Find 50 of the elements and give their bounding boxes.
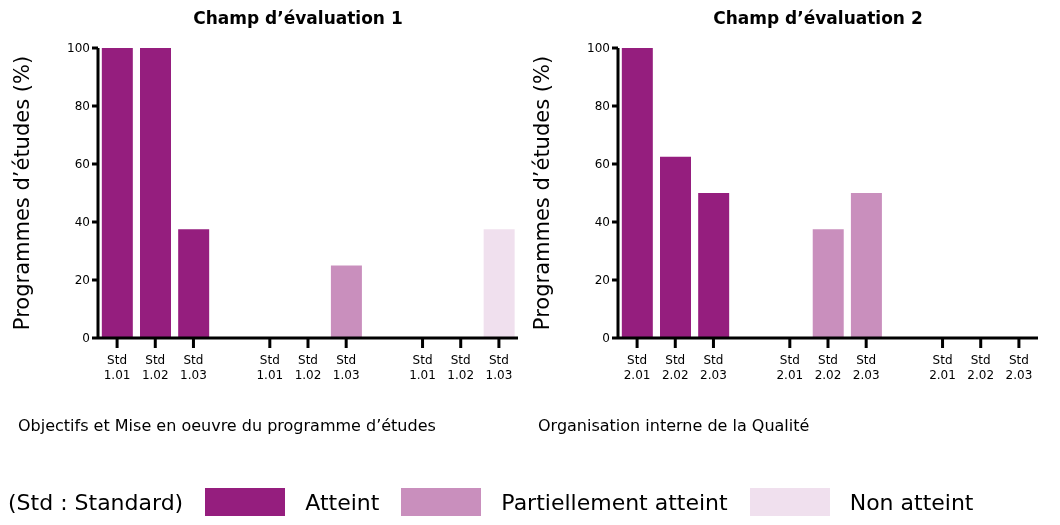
bar: [621, 48, 653, 338]
x-axis-title: Organisation interne de la Qualité: [537, 416, 811, 435]
x-tick-label: Std 1.01: [256, 353, 284, 382]
x-tick-label: Std 2.03: [852, 353, 880, 382]
y-tick-label: 20: [74, 273, 90, 288]
text: (Std : Standard): [8, 489, 184, 515]
y-axis-title: Programmes d’études (%): [10, 55, 35, 331]
y-axis-title: Programmes d’études (%): [530, 55, 555, 331]
chart-title: Champ d’évaluation 2: [712, 8, 924, 30]
bar: [330, 265, 362, 338]
y-tick-label: 60: [74, 157, 90, 172]
x-tick-label: Std 1.02: [447, 353, 475, 382]
bar: [101, 48, 133, 338]
x-tick-label: Std 2.03: [1005, 353, 1033, 382]
bar: [660, 156, 691, 338]
y-tick-label: 40: [74, 215, 90, 230]
x-tick-label: Std 2.02: [814, 353, 842, 382]
legend-label: Atteint: [305, 489, 380, 515]
y-tick-label: 0: [602, 331, 610, 346]
bar: [850, 193, 882, 338]
x-tick-label: Std 2.01: [929, 353, 956, 382]
y-tick-label: 40: [594, 215, 610, 230]
x-tick-label: Std 1.02: [141, 353, 169, 382]
x-tick-label: Std 2.02: [967, 353, 995, 382]
x-tick-label: Std 1.03: [485, 353, 513, 382]
bar: [178, 229, 210, 338]
x-tick-label: Std 1.03: [332, 353, 360, 382]
bar: [140, 48, 171, 338]
y-tick-label: 100: [587, 41, 610, 56]
legend-label: Non atteint: [849, 489, 974, 515]
x-tick-label: Std 1.03: [180, 353, 207, 382]
x-tick-label: Std 2.02: [661, 353, 689, 382]
y-tick-label: 0: [82, 331, 90, 346]
bar: [698, 193, 730, 338]
x-axis-title: Objectifs et Mise en oeuvre du programme d’études: [17, 416, 437, 435]
y-tick-label: 60: [594, 157, 610, 172]
bar: [483, 229, 515, 338]
x-tick-label: Std 2.01: [776, 353, 804, 382]
y-tick-label: 100: [67, 41, 90, 56]
x-tick-label: Std 2.01: [623, 353, 651, 382]
legend-label: Partiellement atteint: [501, 489, 728, 515]
chart-title: Champ d’évaluation 1: [192, 8, 404, 30]
x-tick-label: Std 1.01: [103, 353, 131, 382]
y-tick-label: 20: [594, 273, 610, 288]
bar: [812, 229, 844, 338]
x-tick-label: Std 2.03: [700, 353, 727, 382]
x-tick-label: Std 1.01: [409, 353, 436, 382]
y-tick-label: 80: [594, 99, 610, 114]
y-tick-label: 80: [74, 99, 90, 114]
x-tick-label: Std 1.02: [294, 353, 322, 382]
